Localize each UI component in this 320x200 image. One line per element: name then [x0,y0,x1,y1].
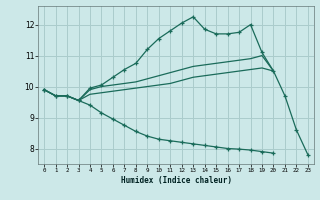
X-axis label: Humidex (Indice chaleur): Humidex (Indice chaleur) [121,176,231,185]
